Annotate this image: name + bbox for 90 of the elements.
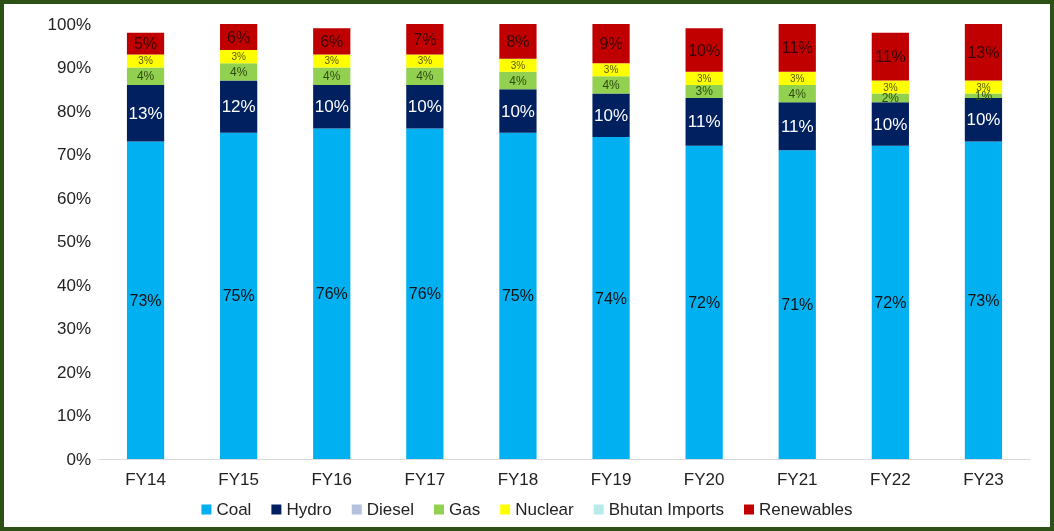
y-tick-label: 40%: [56, 275, 91, 295]
data-label: 3%: [510, 59, 526, 71]
x-tick-label: FY17: [404, 470, 446, 489]
data-label: 4%: [323, 69, 341, 84]
data-label: 10%: [966, 110, 1001, 130]
data-label: 10%: [500, 101, 535, 121]
bar: [592, 24, 630, 64]
x-tick-label: FY19: [590, 470, 632, 489]
legend-label: Bhutan Imports: [608, 500, 725, 519]
data-label: 3%: [417, 55, 433, 67]
x-tick-label: FY15: [218, 470, 259, 489]
data-label: 11%: [780, 116, 814, 136]
y-tick-label: 100%: [47, 14, 91, 34]
x-tick-label: FY20: [683, 470, 725, 489]
data-label: 3%: [324, 55, 340, 67]
bar: [220, 132, 258, 459]
data-label: 73%: [967, 291, 1000, 309]
bar: [964, 24, 1003, 81]
y-tick-label: 80%: [56, 101, 91, 121]
y-tick-label: 50%: [56, 232, 91, 251]
data-label: 12%: [221, 97, 256, 117]
data-label: 11%: [781, 39, 813, 57]
data-label: 72%: [874, 293, 907, 311]
bar: [778, 150, 816, 459]
data-label: 71%: [781, 296, 814, 314]
bar: [592, 137, 630, 459]
data-label: 3%: [883, 81, 898, 93]
legend-label: Coal: [216, 500, 252, 519]
data-label: 76%: [408, 285, 441, 303]
legend-label: Nuclear: [515, 500, 575, 519]
y-tick-label: 0%: [66, 449, 91, 469]
data-label: 4%: [788, 86, 807, 101]
legend-label: Hydro: [286, 500, 332, 519]
legend-label: Gas: [448, 500, 481, 519]
y-tick-label: 90%: [56, 58, 91, 77]
x-tick-label: FY14: [125, 470, 166, 489]
data-label: 3%: [696, 72, 712, 84]
data-label: 2%: [881, 90, 900, 105]
data-label: 3%: [695, 84, 714, 99]
y-tick-label: 30%: [56, 319, 91, 338]
data-label: 10%: [594, 105, 629, 125]
data-label: 6%: [320, 32, 344, 50]
y-tick-label: 60%: [56, 188, 91, 208]
y-tick-label: 70%: [56, 145, 91, 164]
data-label: 10%: [688, 41, 721, 59]
x-tick-label: FY16: [311, 470, 353, 489]
data-label: 3%: [231, 51, 246, 63]
data-label: 3%: [603, 64, 619, 76]
data-label: 74%: [595, 289, 628, 307]
data-label: 7%: [413, 30, 437, 48]
bar: [126, 141, 165, 459]
data-label: 13%: [128, 103, 163, 123]
data-label: 75%: [501, 287, 534, 305]
bar: [313, 128, 351, 459]
bar: [499, 132, 537, 459]
data-label: 4%: [229, 64, 248, 79]
x-tick-label: FY23: [963, 470, 1004, 489]
x-tick-label: FY21: [776, 470, 818, 489]
data-label: 72%: [688, 293, 721, 311]
legend-label: Diesel: [366, 500, 414, 519]
bar: [499, 89, 537, 133]
data-label: 3%: [790, 72, 805, 84]
y-tick-label: 20%: [56, 362, 91, 382]
data-label: 10%: [314, 97, 349, 117]
data-label: 5%: [133, 35, 158, 53]
data-label: 11%: [687, 112, 721, 132]
bar: [685, 145, 723, 459]
data-label: 10%: [407, 97, 442, 117]
x-tick-label: FY18: [497, 470, 539, 489]
data-label: 9%: [599, 35, 623, 53]
data-label: 4%: [602, 77, 621, 92]
x-tick-label: FY22: [870, 470, 911, 489]
data-label: 3%: [138, 55, 153, 67]
bar: [592, 76, 630, 94]
data-label: 8%: [506, 32, 530, 50]
y-tick-label: 10%: [56, 406, 91, 425]
data-label: 73%: [129, 291, 162, 309]
bar: [871, 145, 909, 459]
legend-label: Renewables: [759, 500, 853, 519]
data-label: 13%: [967, 43, 1000, 61]
data-label: 11%: [874, 48, 906, 66]
data-label: 4%: [136, 69, 155, 84]
data-label: 4%: [509, 73, 527, 88]
data-label: 6%: [227, 28, 251, 46]
bar: [406, 128, 444, 459]
data-label: 76%: [315, 285, 348, 303]
data-label: 4%: [416, 69, 434, 84]
data-label: 75%: [222, 287, 255, 305]
bar: [964, 141, 1003, 459]
data-label: 10%: [873, 114, 908, 134]
